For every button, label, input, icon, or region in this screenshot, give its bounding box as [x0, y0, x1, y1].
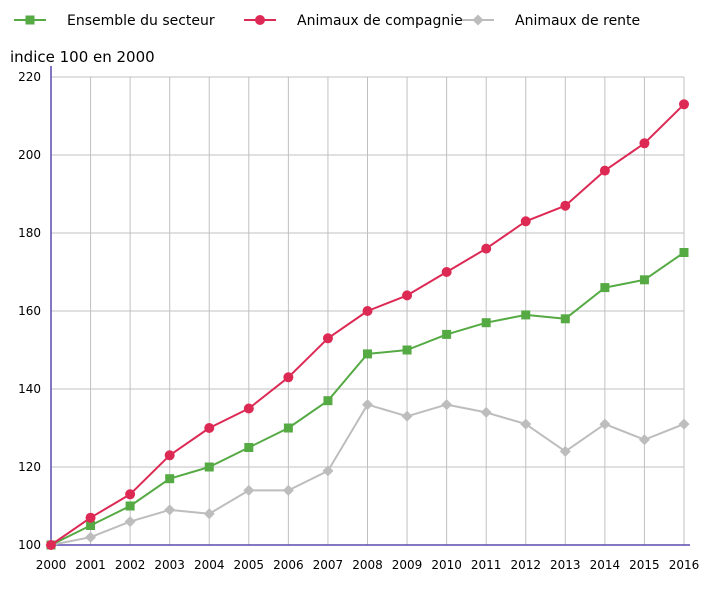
data-point — [85, 531, 97, 543]
data-point — [639, 275, 649, 285]
x-tick-label: 2003 — [154, 558, 185, 572]
legend-marker — [25, 15, 35, 25]
data-point — [362, 306, 373, 316]
y-tick-label: 200 — [18, 148, 41, 162]
y-tick-label: 220 — [18, 70, 41, 84]
data-point — [600, 283, 610, 293]
y-tick-label: 140 — [18, 382, 41, 396]
x-tick-label: 2001 — [75, 558, 106, 572]
data-point — [679, 248, 689, 257]
legend-marker — [472, 14, 484, 26]
data-point — [402, 290, 413, 301]
data-point — [441, 399, 453, 411]
data-point — [481, 243, 492, 254]
data-point — [599, 165, 610, 176]
x-tick-label: 2000 — [36, 558, 67, 572]
data-point — [125, 489, 136, 500]
legend-item: Animaux de compagnie — [244, 13, 463, 29]
y-tick-label: 120 — [18, 460, 41, 474]
x-tick-label: 2007 — [313, 558, 344, 572]
data-point — [86, 521, 96, 530]
x-tick-label: 2005 — [234, 558, 265, 572]
data-point — [164, 450, 175, 461]
x-tick-label: 2013 — [550, 558, 581, 572]
data-point — [164, 504, 176, 516]
grid — [50, 76, 685, 546]
data-point — [560, 200, 571, 211]
series-0 — [46, 248, 689, 550]
data-point — [521, 310, 531, 320]
legend-label: Animaux de rente — [515, 13, 640, 29]
data-point — [560, 314, 570, 324]
data-point — [480, 406, 492, 418]
data-point — [678, 418, 690, 430]
legend-item: Animaux de rente — [462, 13, 640, 29]
data-point — [362, 399, 373, 411]
data-point — [46, 540, 56, 550]
data-point — [203, 508, 215, 520]
y-tick-label: 180 — [18, 226, 41, 240]
data-point — [638, 434, 650, 446]
series-group — [45, 99, 690, 551]
data-point — [244, 443, 254, 452]
legend: Ensemble du secteur Animaux de compagnie A… — [14, 13, 640, 29]
y-tick-label: 100 — [18, 538, 41, 552]
x-tick-labels: 2000 2001 2002 2003 2004 2005 2006 2007 2008 2009… — [36, 558, 700, 572]
x-tick-label: 2010 — [431, 558, 462, 572]
data-point — [402, 345, 412, 355]
data-point — [481, 318, 491, 328]
data-point — [322, 333, 333, 344]
legend-marker — [255, 15, 265, 25]
data-point — [442, 329, 452, 339]
data-point — [243, 484, 255, 496]
y-tick-labels: 100 120 140 160 180 200 220 — [18, 70, 41, 552]
data-point — [165, 474, 175, 484]
legend-item: Ensemble du secteur — [14, 13, 215, 29]
x-tick-label: 2015 — [629, 558, 660, 572]
axes — [50, 66, 690, 546]
data-point — [282, 484, 294, 496]
legend-label: Animaux de compagnie — [297, 13, 463, 29]
data-point — [204, 423, 215, 433]
data-point — [323, 396, 333, 406]
data-point — [85, 512, 96, 523]
data-point — [401, 410, 413, 422]
data-point — [520, 418, 532, 430]
data-point — [599, 418, 611, 430]
data-point — [520, 216, 531, 227]
legend-label: Ensemble du secteur — [67, 13, 215, 29]
data-point — [559, 445, 571, 457]
x-tick-label: 2016 — [669, 558, 700, 572]
x-tick-label: 2004 — [194, 558, 225, 572]
data-point — [283, 423, 293, 433]
x-tick-label: 2006 — [273, 558, 304, 572]
data-point — [124, 516, 136, 528]
series-1 — [46, 99, 689, 550]
data-point — [363, 349, 372, 359]
data-point — [243, 403, 254, 414]
data-point — [204, 462, 214, 472]
x-tick-label: 2009 — [392, 558, 423, 572]
data-point — [639, 138, 650, 149]
data-point — [679, 99, 689, 110]
data-point — [283, 372, 294, 383]
data-point — [322, 465, 334, 477]
data-point — [441, 267, 452, 277]
x-tick-label: 2014 — [590, 558, 621, 572]
y-tick-label: 160 — [18, 304, 41, 318]
y-axis-unit-label: indice 100 en 2000 — [10, 48, 155, 66]
x-tick-label: 2008 — [352, 558, 383, 572]
x-tick-label: 2002 — [115, 558, 146, 572]
x-tick-label: 2012 — [510, 558, 541, 572]
data-point — [125, 501, 135, 511]
x-tick-label: 2011 — [471, 558, 502, 572]
